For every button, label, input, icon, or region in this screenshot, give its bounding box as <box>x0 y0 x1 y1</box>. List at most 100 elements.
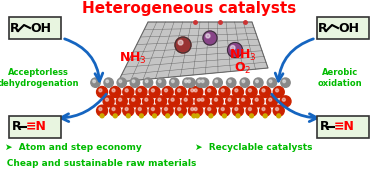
Circle shape <box>219 87 230 98</box>
Circle shape <box>248 107 251 111</box>
Circle shape <box>119 98 122 101</box>
Circle shape <box>197 98 200 101</box>
Circle shape <box>267 78 277 87</box>
Circle shape <box>269 98 272 101</box>
Circle shape <box>235 107 238 111</box>
Circle shape <box>153 114 156 118</box>
FancyBboxPatch shape <box>317 17 369 39</box>
Circle shape <box>205 87 216 98</box>
Circle shape <box>117 78 126 87</box>
Polygon shape <box>118 22 268 82</box>
Circle shape <box>113 114 117 118</box>
Text: ➤  Atom and step economy: ➤ Atom and step economy <box>5 144 142 153</box>
FancyBboxPatch shape <box>9 17 61 39</box>
Circle shape <box>179 114 183 118</box>
Circle shape <box>273 105 284 116</box>
Circle shape <box>232 105 243 116</box>
Circle shape <box>236 114 240 118</box>
Text: OH: OH <box>338 21 359 35</box>
Circle shape <box>249 114 254 118</box>
Circle shape <box>283 80 285 83</box>
Circle shape <box>201 80 204 83</box>
Circle shape <box>106 80 108 83</box>
Circle shape <box>280 96 291 107</box>
Circle shape <box>96 105 108 116</box>
Circle shape <box>221 89 224 92</box>
Circle shape <box>104 78 113 87</box>
Circle shape <box>231 45 235 50</box>
Circle shape <box>126 114 130 118</box>
Text: R: R <box>320 121 330 133</box>
Circle shape <box>205 105 216 116</box>
Circle shape <box>198 96 209 107</box>
Circle shape <box>178 89 181 92</box>
Circle shape <box>103 96 114 107</box>
Text: R: R <box>318 21 328 35</box>
Text: ➤  Cheap and sustainable raw materials: ➤ Cheap and sustainable raw materials <box>0 158 197 167</box>
Circle shape <box>178 107 181 111</box>
Circle shape <box>269 80 272 83</box>
Circle shape <box>96 87 108 98</box>
Circle shape <box>93 80 96 83</box>
Circle shape <box>132 80 135 83</box>
Circle shape <box>203 31 217 45</box>
Circle shape <box>158 80 161 83</box>
Circle shape <box>191 107 194 111</box>
Circle shape <box>242 80 245 83</box>
Circle shape <box>253 96 264 107</box>
Circle shape <box>228 42 243 58</box>
Circle shape <box>263 114 267 118</box>
Circle shape <box>171 98 174 101</box>
Circle shape <box>143 96 153 107</box>
Circle shape <box>110 105 121 116</box>
Circle shape <box>151 89 155 92</box>
Circle shape <box>226 96 237 107</box>
Circle shape <box>201 98 204 101</box>
Circle shape <box>164 107 167 111</box>
Circle shape <box>138 89 141 92</box>
Circle shape <box>262 107 265 111</box>
Circle shape <box>260 87 271 98</box>
Circle shape <box>125 89 128 92</box>
Text: Heterogeneous catalysts: Heterogeneous catalysts <box>82 1 296 16</box>
Circle shape <box>112 89 115 92</box>
Circle shape <box>162 105 173 116</box>
Circle shape <box>145 80 148 83</box>
Text: Aerobic
oxidation: Aerobic oxidation <box>318 68 362 88</box>
Circle shape <box>112 107 115 111</box>
Circle shape <box>132 98 135 101</box>
Circle shape <box>195 114 199 118</box>
Circle shape <box>175 105 186 116</box>
Circle shape <box>246 105 257 116</box>
Circle shape <box>191 89 194 92</box>
Circle shape <box>125 107 128 111</box>
Circle shape <box>277 114 280 118</box>
Circle shape <box>276 89 279 92</box>
Circle shape <box>183 78 192 87</box>
Text: NH$_3$: NH$_3$ <box>119 50 147 65</box>
Circle shape <box>100 114 104 118</box>
Circle shape <box>198 80 200 83</box>
Circle shape <box>184 80 187 83</box>
Circle shape <box>232 87 243 98</box>
Circle shape <box>156 96 167 107</box>
Circle shape <box>240 78 249 87</box>
Circle shape <box>158 98 161 101</box>
Circle shape <box>151 107 155 111</box>
Circle shape <box>136 87 147 98</box>
Circle shape <box>145 98 148 101</box>
Text: ≡N: ≡N <box>26 121 47 133</box>
Circle shape <box>138 107 141 111</box>
Circle shape <box>213 78 222 87</box>
Circle shape <box>149 87 160 98</box>
Circle shape <box>221 107 224 111</box>
Circle shape <box>195 96 206 107</box>
Text: Acceptorless
dehydrogenation: Acceptorless dehydrogenation <box>0 68 79 88</box>
Text: ➤  Recyclable catalysts: ➤ Recyclable catalysts <box>195 144 313 153</box>
Circle shape <box>99 89 102 92</box>
Circle shape <box>242 98 245 101</box>
Circle shape <box>208 107 211 111</box>
Circle shape <box>123 87 134 98</box>
Circle shape <box>266 96 277 107</box>
Circle shape <box>105 98 108 101</box>
